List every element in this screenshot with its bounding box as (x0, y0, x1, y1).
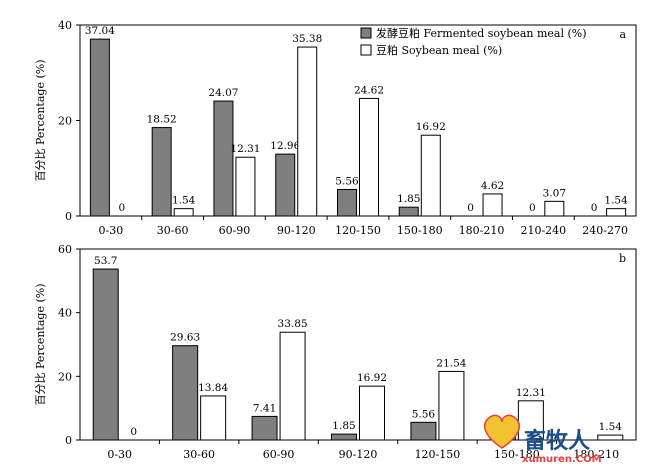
bar-fermented (331, 433, 357, 441)
bar-fermented (251, 415, 278, 441)
x-tick-label: 0-30 (99, 224, 124, 237)
y-tick-label: 0 (65, 210, 72, 223)
y-tick-label: 40 (58, 307, 72, 320)
y-tick-label: 0 (65, 434, 72, 447)
data-label-soybean: 4.62 (481, 180, 504, 192)
legend-swatch-fermented (360, 27, 372, 39)
data-label-soybean: 0 (119, 202, 126, 214)
data-label-soybean: 1.54 (599, 421, 623, 433)
x-tick-label: 150-180 (494, 448, 540, 461)
data-label-soybean: 1.54 (604, 195, 628, 207)
data-label-fermented: 53.7 (94, 255, 117, 267)
bar-soybean (606, 208, 627, 217)
data-label-soybean: 12.31 (516, 387, 546, 399)
y-tick-label: 20 (58, 115, 72, 128)
data-label-fermented: 0 (591, 202, 598, 214)
data-label-fermented: 29.63 (170, 332, 200, 344)
bar-soybean (279, 331, 306, 441)
bar-soybean (173, 208, 194, 217)
bar-fermented (398, 206, 419, 217)
x-tick-label: 60-90 (219, 224, 251, 237)
bar-fermented (92, 268, 119, 441)
watermark: 畜牧人 xumuren.COM (483, 414, 602, 465)
bar-fermented (213, 100, 234, 217)
data-label-soybean: 13.84 (198, 382, 228, 394)
x-tick-label: 210-240 (520, 224, 566, 237)
data-label-soybean: 0 (130, 426, 137, 438)
bar-fermented (275, 153, 296, 217)
bar-soybean (297, 46, 318, 217)
chart-panel-a: 0 20 40 百分比 Percentage (%) 0-30 37.04 0 30-60 18… (34, 19, 637, 237)
x-tick-label: 120-150 (415, 448, 461, 461)
x-tick-label: 180-210 (573, 448, 619, 461)
legend-label-soybean: 豆粕 Soybean meal (%) (376, 43, 502, 57)
data-label-soybean: 16.92 (416, 121, 446, 133)
data-label-fermented: 5.56 (412, 408, 436, 420)
bar-soybean (235, 156, 256, 217)
plot-frame (79, 248, 637, 441)
x-tick-label: 30-60 (183, 448, 215, 461)
x-tick-label: 240-270 (582, 224, 628, 237)
watermark-cn-text: 畜牧人 (524, 428, 590, 454)
bar-fermented (172, 345, 199, 441)
x-tick-label: 180-210 (459, 224, 505, 237)
chart-panel-b: 0 20 40 60 百分比 Percentage (%) 0-30 53.7 0 30-60 2… (34, 243, 637, 461)
data-label-fermented: 0 (467, 202, 474, 214)
bar-fermented (89, 38, 110, 217)
bar-soybean (438, 370, 465, 441)
panel-label: b (619, 252, 626, 265)
data-label-fermented: 37.04 (85, 25, 115, 37)
bar-soybean (544, 200, 565, 217)
x-tick-label: 90-120 (277, 224, 316, 237)
y-tick-label: 20 (58, 370, 72, 383)
bar-fermented (410, 421, 437, 441)
legend-swatch-soybean (360, 44, 372, 56)
bar-soybean (200, 395, 227, 441)
bar-soybean (597, 434, 624, 441)
data-label-fermented: 24.07 (208, 87, 238, 99)
data-label-fermented: 7.41 (253, 402, 276, 414)
bar-fermented (151, 127, 172, 217)
data-label-fermented: 18.52 (147, 114, 177, 126)
watermark-heart-icon (483, 414, 521, 449)
bar-soybean (482, 193, 503, 217)
data-label-soybean: 33.85 (278, 318, 308, 330)
data-label-soybean: 16.92 (357, 372, 387, 384)
data-label-soybean: 1.54 (172, 195, 196, 207)
data-label-fermented: 1.85 (332, 420, 355, 432)
x-tick-label: 0-30 (107, 448, 132, 461)
bar-soybean (420, 134, 441, 217)
x-tick-label: 150-180 (397, 224, 443, 237)
x-tick-label: 30-60 (157, 224, 189, 237)
y-axis-title: 百分比 Percentage (%) (34, 284, 47, 406)
x-tick-label: 90-120 (339, 448, 378, 461)
bar-soybean (517, 400, 544, 441)
data-label-fermented: 1.85 (397, 193, 420, 205)
data-label-fermented: 5.56 (335, 175, 359, 187)
data-label-soybean: 12.31 (230, 143, 260, 155)
y-tick-label: 40 (58, 19, 72, 32)
data-label-soybean: 35.38 (292, 33, 322, 45)
data-label-soybean: 21.54 (436, 357, 466, 369)
data-label-soybean: 24.62 (354, 84, 384, 96)
data-label-soybean: 3.07 (543, 187, 566, 199)
y-axis-title: 百分比 Percentage (%) (34, 60, 47, 182)
x-tick-label: 60-90 (263, 448, 295, 461)
x-tick-label: 120-150 (335, 224, 381, 237)
panel-label: a (619, 28, 626, 41)
y-tick-label: 60 (58, 243, 72, 256)
bar-soybean (359, 385, 385, 441)
legend-label-fermented: 发酵豆粕 Fermented soybean meal (%) (376, 26, 587, 40)
bar-fermented (337, 188, 357, 217)
data-label-fermented: 12.96 (270, 140, 300, 152)
watermark-url-text: xumuren.COM (522, 454, 602, 465)
bar-soybean (359, 97, 379, 217)
data-label-fermented: 0 (529, 202, 536, 214)
